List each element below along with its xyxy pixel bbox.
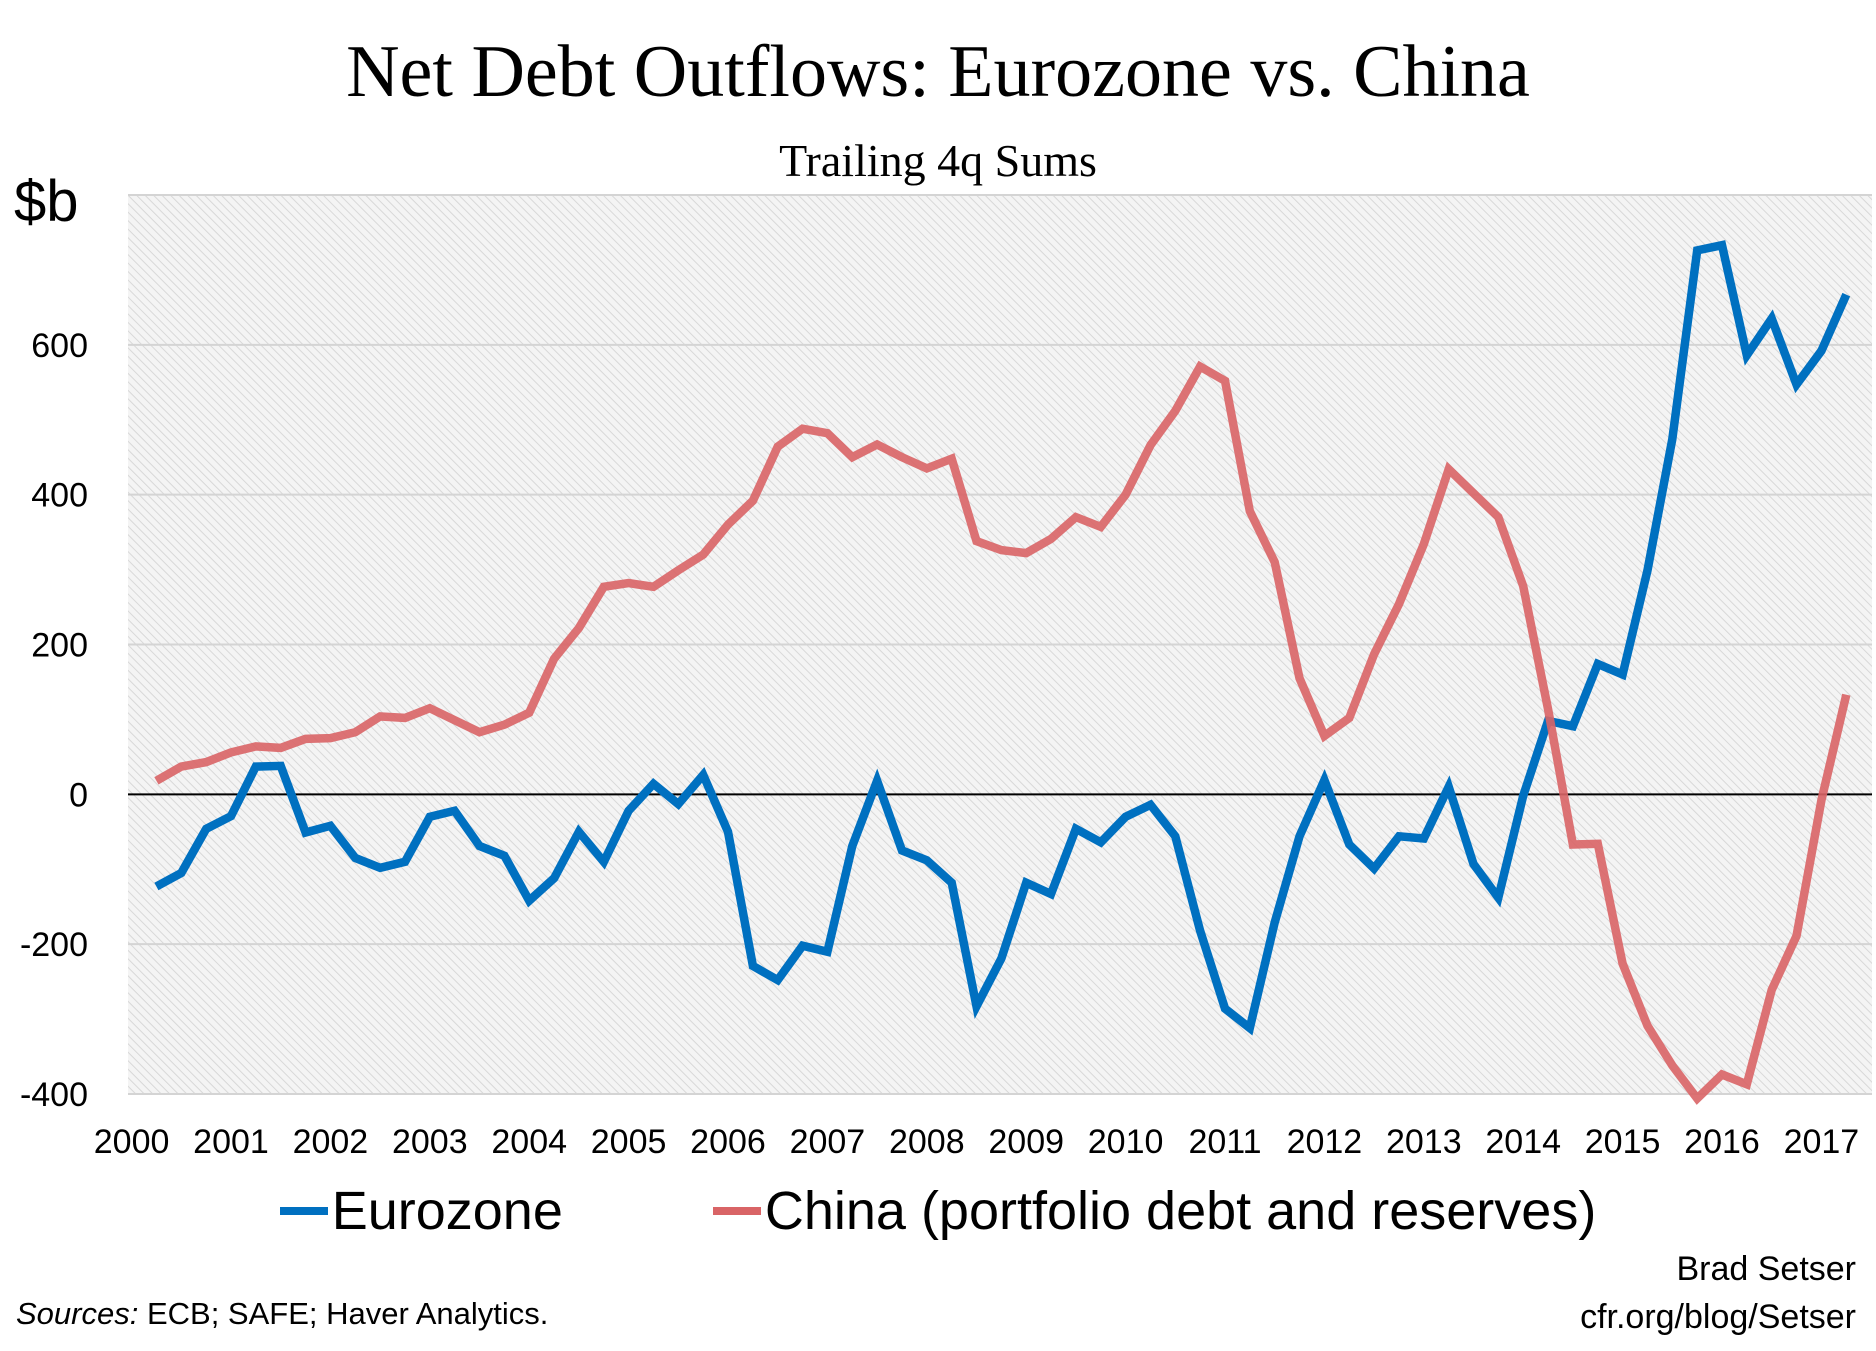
y-tick-label: 600 xyxy=(31,327,88,365)
sources-text: ECB; SAFE; Haver Analytics. xyxy=(138,1296,549,1331)
y-tick-label: 0 xyxy=(69,776,88,814)
legend-item-china: China (portfolio debt and reserves) xyxy=(712,1180,1597,1242)
x-tick-label: 2002 xyxy=(293,1123,369,1161)
legend-swatch xyxy=(712,1207,761,1215)
x-tick-label: 2000 xyxy=(94,1123,170,1161)
x-tick-label: 2005 xyxy=(591,1123,667,1161)
author: Brad Setser xyxy=(1676,1250,1856,1288)
chart-title: Net Debt Outflows: Eurozone vs. China xyxy=(346,31,1530,113)
y-tick-label: 200 xyxy=(31,627,88,665)
x-tick-label: 2003 xyxy=(392,1123,468,1161)
x-tick-label: 2010 xyxy=(1088,1123,1164,1161)
legend-label: Eurozone xyxy=(331,1181,563,1241)
series-line-china xyxy=(154,360,1851,1105)
x-tick-label: 2014 xyxy=(1485,1123,1561,1161)
site-link: cfr.org/blog/Setser xyxy=(1580,1298,1856,1336)
x-tick-label: 2004 xyxy=(491,1123,567,1161)
x-tick-label: 2015 xyxy=(1585,1123,1661,1161)
y-tick-label: -400 xyxy=(20,1076,88,1114)
sources-label: Sources: xyxy=(16,1296,139,1331)
x-tick-label: 2001 xyxy=(193,1123,269,1161)
sources-note: Sources: ECB; SAFE; Haver Analytics. xyxy=(16,1296,548,1332)
y-tick-label: -200 xyxy=(20,926,88,964)
legend-swatch xyxy=(279,1207,328,1215)
legend: Eurozone China (portfolio debt and reser… xyxy=(0,1180,1876,1242)
y-axis-unit: $b xyxy=(14,169,79,234)
x-tick-label: 2009 xyxy=(988,1123,1064,1161)
x-tick-label: 2017 xyxy=(1784,1123,1860,1161)
x-tick-label: 2013 xyxy=(1386,1123,1462,1161)
credit: Brad Setser cfr.org/blog/Setser xyxy=(1580,1245,1856,1341)
x-tick-label: 2008 xyxy=(889,1123,965,1161)
x-tick-label: 2007 xyxy=(790,1123,866,1161)
series-line-eurozone xyxy=(154,240,1851,1036)
chart-subtitle: Trailing 4q Sums xyxy=(779,135,1097,186)
x-tick-label: 2016 xyxy=(1684,1123,1760,1161)
x-tick-label: 2006 xyxy=(690,1123,766,1161)
legend-item-eurozone: Eurozone xyxy=(279,1180,563,1242)
legend-label: China (portfolio debt and reserves) xyxy=(764,1181,1597,1241)
y-tick-label: 400 xyxy=(31,477,88,515)
x-tick-label: 2011 xyxy=(1188,1123,1261,1161)
x-tick-label: 2012 xyxy=(1287,1123,1363,1161)
